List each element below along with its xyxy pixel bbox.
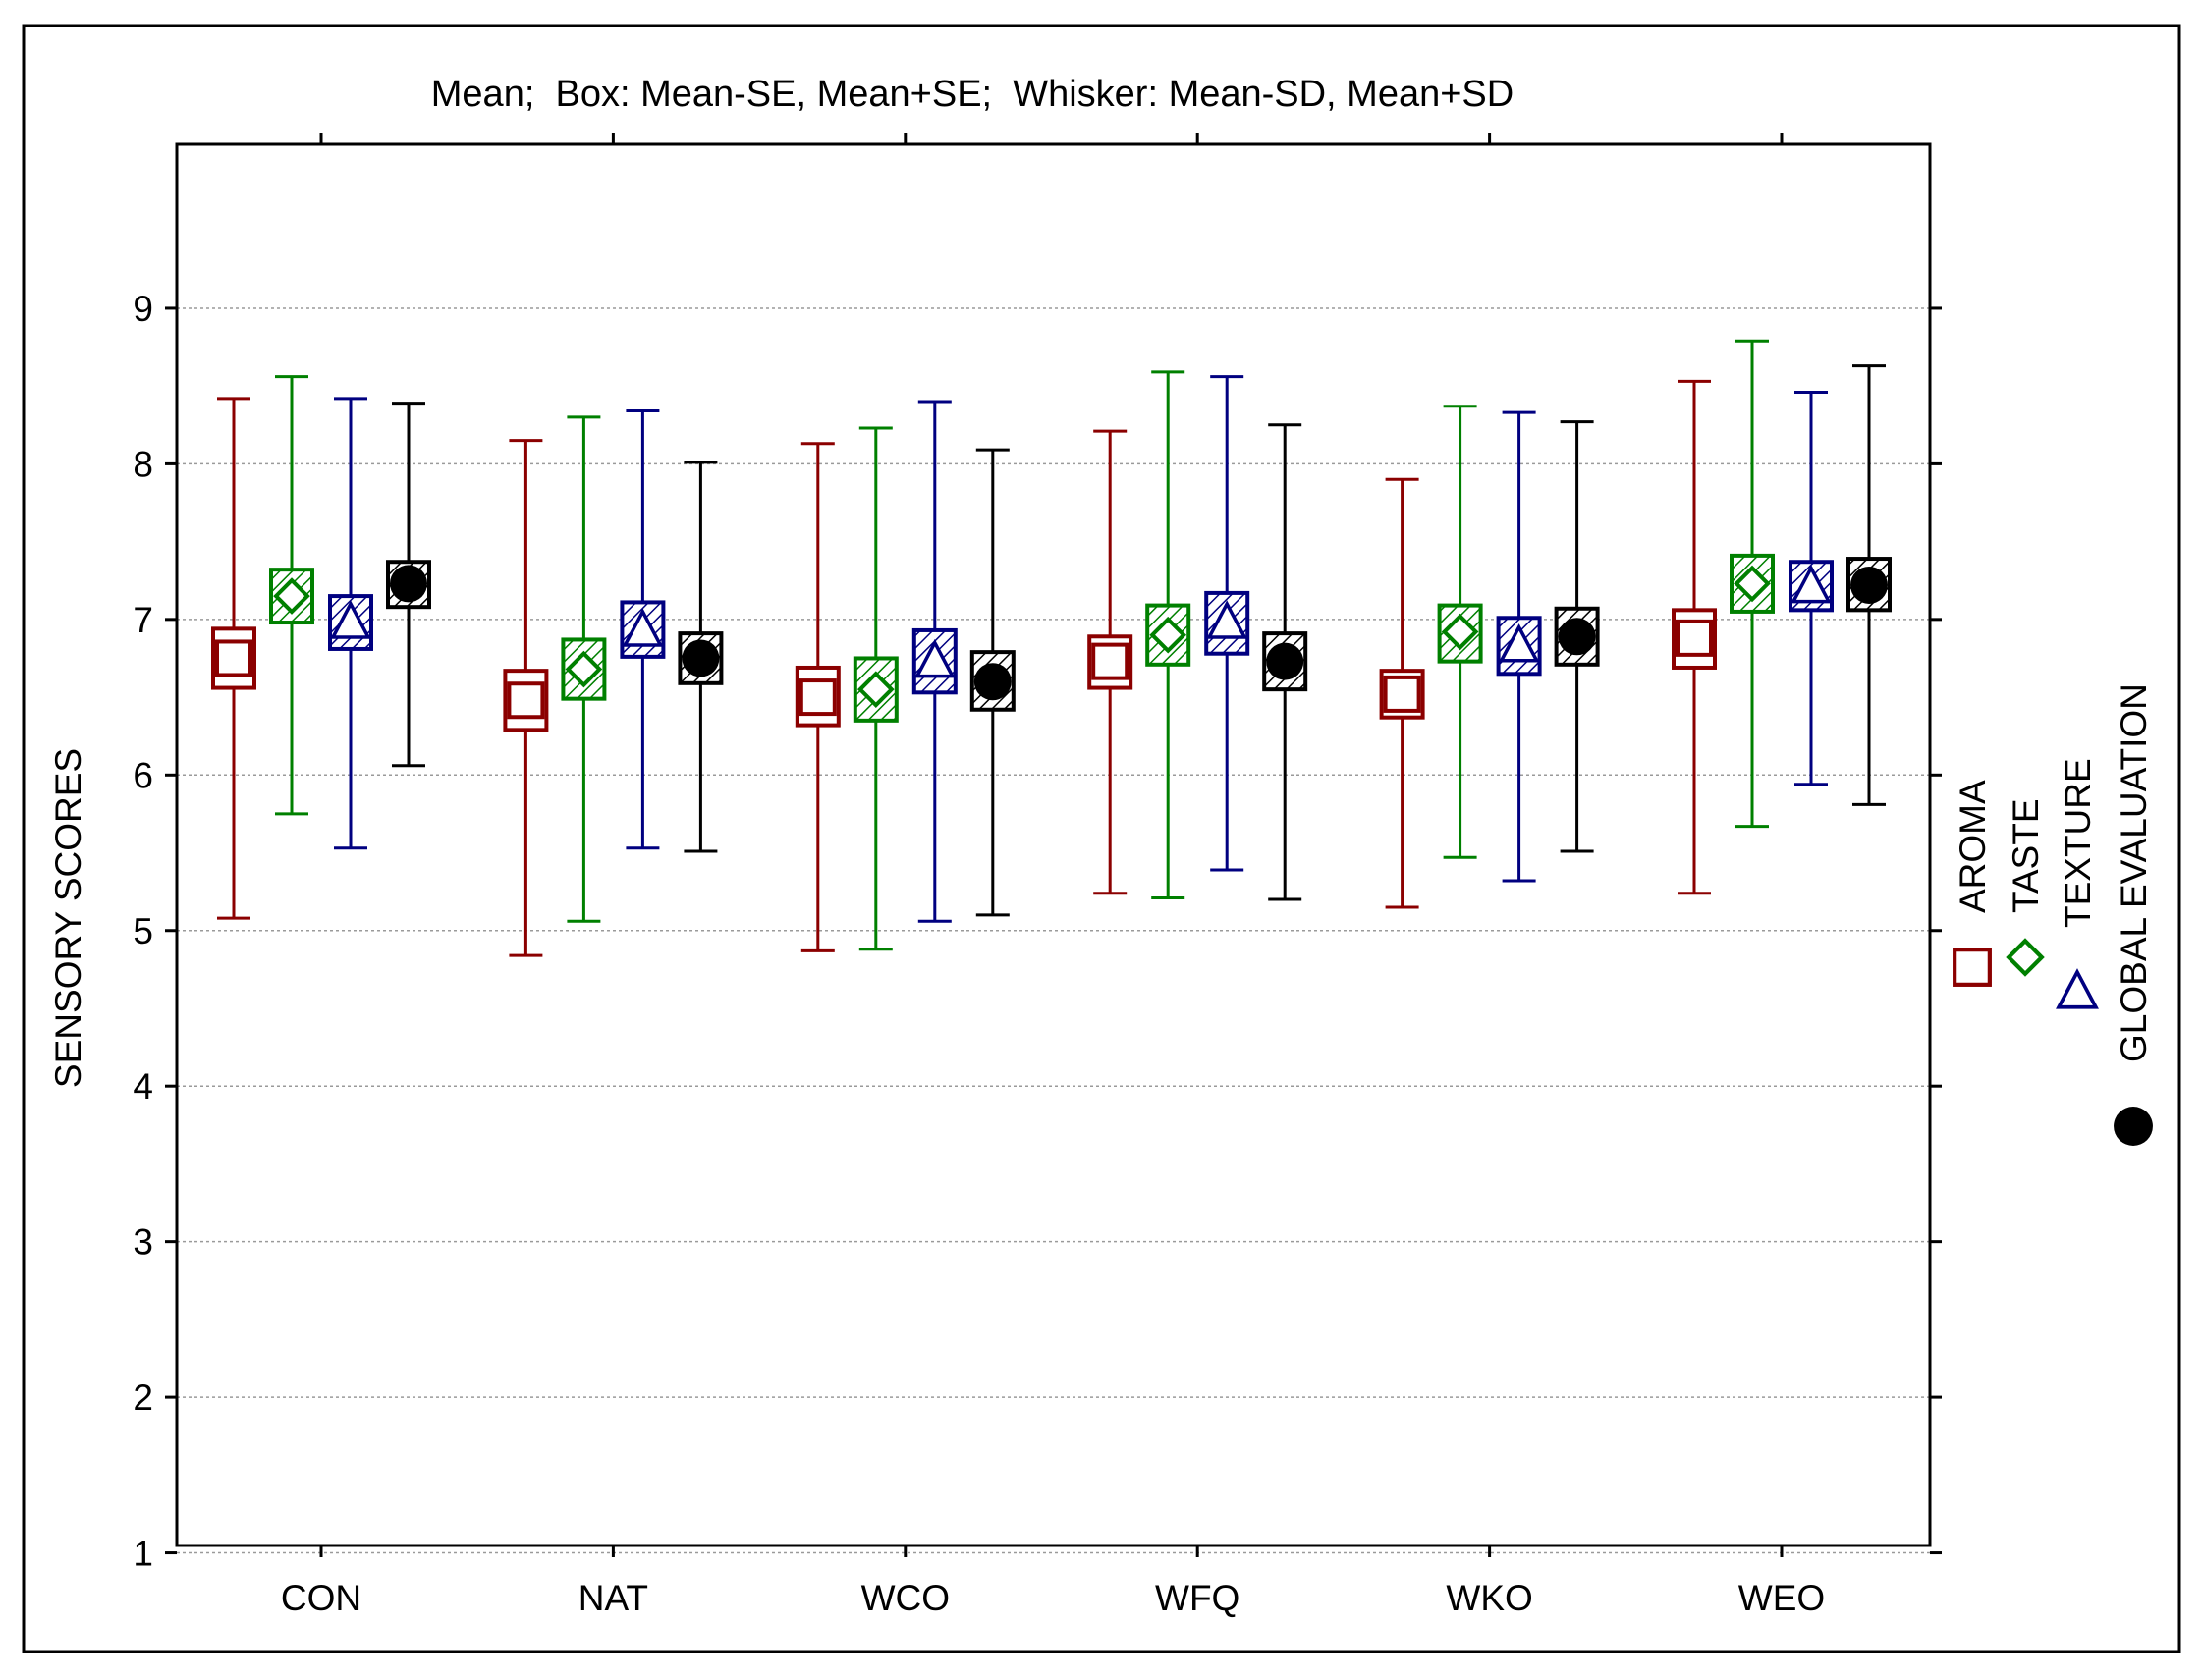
- series-global-evaluation: [386, 364, 1892, 917]
- data-point: [1437, 405, 1483, 859]
- marker-triangle: [1498, 623, 1540, 663]
- marker-diamond: [273, 577, 310, 615]
- marker-square: [1676, 619, 1713, 657]
- legend-item-aroma: AROMA: [1953, 780, 1993, 987]
- marker-square: [1091, 642, 1129, 680]
- marker-diamond: [565, 650, 603, 688]
- figure-frame: [22, 24, 2181, 1653]
- series-taste: [269, 339, 1775, 951]
- marker-circle: [390, 565, 427, 603]
- data-point: [328, 397, 373, 850]
- marker-triangle: [622, 608, 664, 647]
- marker-square: [799, 678, 837, 717]
- data-point: [678, 461, 724, 853]
- marker-diamond: [2006, 938, 2045, 977]
- chart-title: Mean; Box: Mean-SE, Mean+SE; Whisker: Me…: [431, 74, 1514, 115]
- series-aroma: [211, 379, 1717, 957]
- legend-item-global-evaluation: GLOBAL EVALUATION: [2114, 683, 2154, 1146]
- data-point: [1554, 420, 1600, 853]
- data-point: [1145, 370, 1191, 899]
- legend-item-taste: TASTE: [2006, 799, 2046, 977]
- y-axis-label: SENSORY SCORES: [48, 748, 88, 1088]
- y-tick-label: 7: [133, 600, 153, 640]
- legend-label: TASTE: [2006, 799, 2046, 914]
- data-point: [1262, 423, 1308, 901]
- legend-label: TEXTURE: [2058, 758, 2098, 928]
- marker-circle: [1850, 566, 1888, 604]
- data-point: [561, 415, 607, 923]
- y-tick-label: 5: [133, 911, 153, 951]
- legend-label: GLOBAL EVALUATION: [2114, 683, 2154, 1062]
- y-tick-label: 8: [133, 444, 153, 484]
- y-tick-label: 3: [133, 1222, 153, 1263]
- marker-circle: [2114, 1107, 2153, 1146]
- marker-diamond: [1734, 565, 1771, 603]
- data-point: [969, 448, 1016, 917]
- marker-diamond: [1149, 616, 1187, 654]
- x-tick-label: WKO: [1446, 1578, 1532, 1618]
- marker-circle: [1266, 642, 1304, 680]
- data-point: [795, 442, 841, 952]
- y-tick-label: 2: [133, 1378, 153, 1418]
- data-point: [269, 375, 314, 816]
- marker-square: [215, 639, 252, 677]
- data-point: [1846, 364, 1892, 806]
- legend-label: AROMA: [1953, 780, 1993, 913]
- legend: AROMA TASTE TEXTURE GLOBAL EVALUATION: [1953, 683, 2154, 1146]
- plot-frame: [175, 142, 1932, 1547]
- data-point: [1204, 375, 1250, 872]
- y-tick-label: 4: [133, 1066, 153, 1107]
- data-point: [211, 397, 256, 920]
- marker-triangle: [330, 600, 371, 639]
- axes: 1 2 3 4 5 6 7 8 9 CON NAT WCO WFQ WKO WEO: [133, 133, 1942, 1618]
- legend-item-texture: TEXTURE: [2056, 758, 2099, 1009]
- marker-triangle: [913, 638, 956, 678]
- data-point: [1672, 379, 1717, 895]
- marker-triangle: [1206, 600, 1248, 639]
- data-point: [911, 400, 958, 923]
- marker-diamond: [856, 671, 895, 708]
- data-point: [620, 409, 666, 850]
- marker-circle: [1558, 618, 1596, 656]
- data-point: [386, 402, 431, 768]
- se-box: [1496, 616, 1542, 677]
- marker-circle: [682, 639, 720, 677]
- data-point: [1087, 429, 1133, 895]
- series-texture: [328, 375, 1834, 923]
- y-tick-label: 1: [133, 1534, 153, 1574]
- marker-square: [1383, 675, 1421, 713]
- marker-square: [1953, 948, 1992, 987]
- data-point: [1730, 339, 1775, 829]
- data-point: [503, 439, 549, 957]
- marker-diamond: [1441, 613, 1479, 651]
- x-tick-label: WEO: [1738, 1578, 1825, 1618]
- data-point: [1789, 391, 1834, 786]
- x-tick-label: CON: [281, 1578, 361, 1618]
- x-tick-label: WFQ: [1155, 1578, 1239, 1618]
- data-point: [1496, 410, 1542, 883]
- y-tick-label: 9: [133, 289, 153, 329]
- x-tick-label: WCO: [861, 1578, 950, 1618]
- plot-marks: [211, 339, 1892, 957]
- data-point: [1379, 477, 1425, 909]
- marker-square: [507, 681, 545, 720]
- marker-circle: [973, 663, 1012, 701]
- marker-triangle: [1790, 564, 1832, 604]
- y-tick-label: 6: [133, 755, 153, 795]
- x-tick-label: NAT: [578, 1578, 648, 1618]
- data-point: [853, 426, 899, 951]
- marker-triangle: [2056, 968, 2099, 1009]
